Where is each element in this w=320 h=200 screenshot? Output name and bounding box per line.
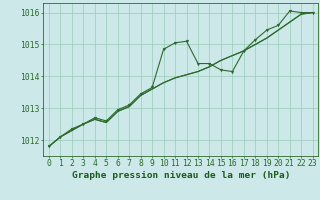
X-axis label: Graphe pression niveau de la mer (hPa): Graphe pression niveau de la mer (hPa) (72, 171, 290, 180)
